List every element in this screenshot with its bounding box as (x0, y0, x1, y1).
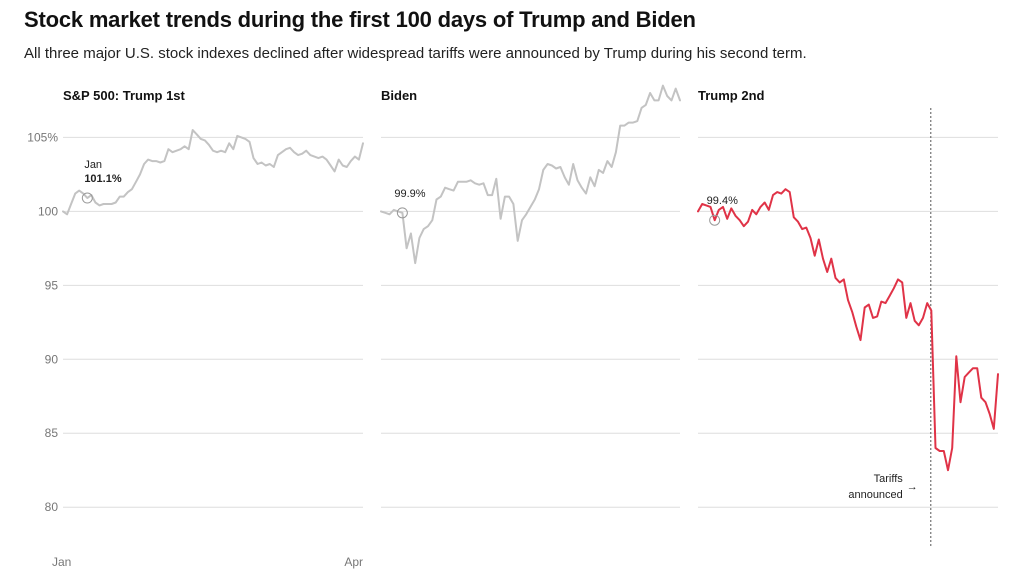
annotation-value: 99.9% (394, 188, 425, 200)
series-line-1 (380, 84, 681, 265)
y-tick-label: 80 (45, 500, 59, 514)
arrow-right-icon: → (907, 481, 918, 493)
panel-title: Trump 2nd (698, 88, 765, 103)
annotation-label: Jan (84, 159, 102, 171)
series-line-0 (62, 129, 364, 216)
panel-0: S&P 500: Trump 1st Jan 101.1% (62, 88, 364, 216)
series-line-2 (697, 188, 999, 472)
annotation-marker (709, 214, 721, 226)
annotation-value: 101.1% (84, 173, 122, 185)
x-axis-ticks: Jan Apr (52, 555, 363, 569)
panel-1: Biden 99.9% (380, 84, 681, 265)
chart-subtitle: All three major U.S. stock indexes decli… (24, 45, 807, 62)
panel-2: Trump 2nd Tariffs announced → 99.4% (697, 88, 999, 546)
annotation-marker (81, 192, 93, 204)
x-tick-label: Apr (344, 555, 363, 569)
x-tick-label: Jan (52, 555, 71, 569)
y-axis-ticks: 105% 100 95 90 85 80 (27, 130, 58, 514)
panels: S&P 500: Trump 1st Jan 101.1% Biden 99.9% Tru… (62, 84, 999, 546)
gridlines (63, 136, 998, 508)
tariffs-label-line2: announced (848, 489, 902, 501)
chart-title: Stock market trends during the first 100… (24, 7, 696, 32)
y-tick-label: 105% (27, 130, 58, 144)
panel-title: S&P 500: Trump 1st (63, 88, 186, 103)
y-tick-label: 85 (45, 426, 59, 440)
panel-title: Biden (381, 88, 417, 103)
tariffs-label-line1: Tariffs (874, 473, 904, 485)
y-tick-label: 90 (45, 352, 59, 366)
y-tick-label: 100 (38, 204, 58, 218)
y-tick-label: 95 (45, 278, 59, 292)
annotation-marker (396, 207, 408, 219)
annotation-value: 99.4% (707, 195, 738, 207)
